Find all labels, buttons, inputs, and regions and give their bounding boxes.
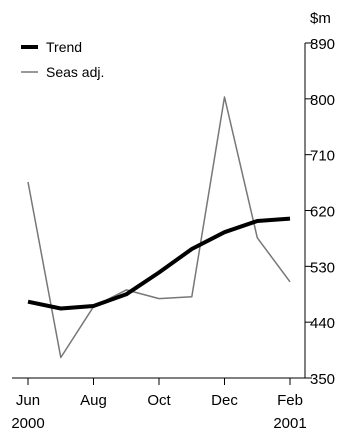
- y-tick-label: 530: [310, 259, 335, 276]
- x-axis-ticks: Jun 2000 Aug Oct Dec Feb 2001: [11, 378, 307, 432]
- series-layer: [27, 96, 291, 359]
- y-tick-label: 800: [310, 92, 335, 109]
- x-tick-year-label: 2000: [11, 415, 44, 432]
- x-tick-label: Jun: [16, 392, 40, 409]
- series-line-seas-adj: [27, 96, 291, 359]
- y-tick-label: 890: [310, 36, 335, 53]
- y-tick-label: 710: [310, 148, 335, 165]
- legend-label-trend: Trend: [46, 39, 82, 55]
- x-tick-label: Dec: [211, 392, 238, 409]
- legend-label-seas-adj: Seas adj.: [46, 64, 104, 80]
- y-tick-label: 350: [310, 371, 335, 388]
- y-tick-label: 440: [310, 315, 335, 332]
- legend: Trend Seas adj.: [21, 39, 104, 80]
- x-tick-label: Oct: [147, 392, 171, 409]
- x-tick-label: Aug: [80, 392, 107, 409]
- y-axis-unit-label: $m: [310, 10, 331, 27]
- y-tick-label: 620: [310, 204, 335, 221]
- series-line-trend: [27, 216, 291, 311]
- y-axis-ticks: 350 440 530 620 710 800 890: [305, 36, 335, 388]
- x-tick-label: Feb: [277, 392, 303, 409]
- x-tick-year-label: 2001: [273, 415, 306, 432]
